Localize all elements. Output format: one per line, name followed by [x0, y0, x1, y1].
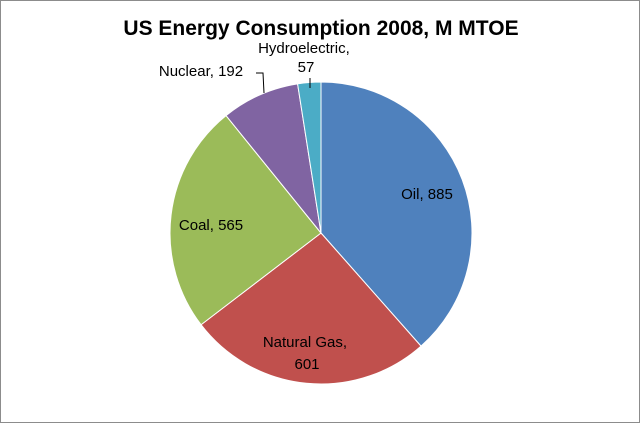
data-label-hydroelectric: Hydroelectric, 57: [258, 40, 354, 76]
data-label-hydroelectric-value: 57: [298, 59, 315, 76]
leader-line-nuclear: [256, 73, 264, 93]
data-label-oil: Oil, 885: [401, 186, 453, 203]
data-label-nuclear: Nuclear, 192: [159, 63, 243, 80]
chart-area: US Energy Consumption 2008, M MTOE Oil, …: [0, 0, 640, 423]
data-label-coal: Coal, 565: [179, 217, 243, 234]
chart-title: US Energy Consumption 2008, M MTOE: [123, 17, 518, 40]
data-label-hydroelectric-name: Hydroelectric,: [258, 40, 350, 57]
data-label-natural-gas-value: 601: [294, 356, 319, 373]
data-label-natural-gas-name: Natural Gas,: [263, 334, 347, 351]
pie-chart: US Energy Consumption 2008, M MTOE Oil, …: [1, 1, 639, 422]
